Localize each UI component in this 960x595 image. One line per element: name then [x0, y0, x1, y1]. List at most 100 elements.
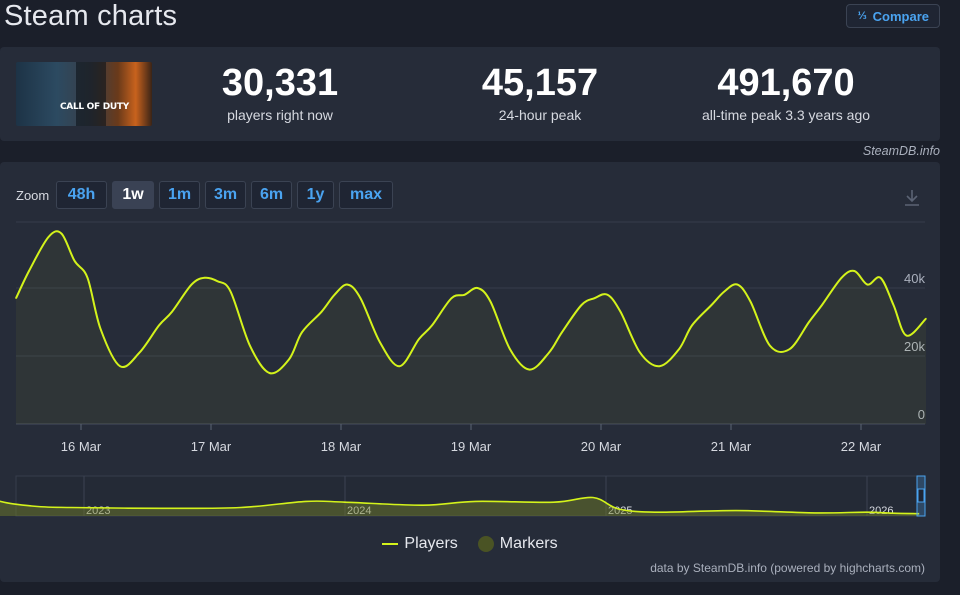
navigator-area-fill	[0, 497, 920, 516]
players-data-point	[905, 334, 908, 337]
players-data-point	[749, 300, 752, 303]
players-data-point	[691, 324, 693, 327]
players-data-point	[710, 304, 713, 306]
players-data-point	[619, 311, 622, 313]
all-time-peak-label: all-time peak 3.3 years ago	[701, 107, 871, 123]
compare-button[interactable]: ⅓ Compare	[846, 4, 940, 28]
players-data-point	[99, 328, 102, 330]
players-area-fill	[16, 231, 926, 424]
current-players-label: players right now	[227, 107, 333, 123]
y-tick-label: 40k	[904, 271, 925, 286]
game-cover-image[interactable]: CALL OF DUTY	[16, 62, 152, 126]
players-data-point	[580, 304, 583, 306]
players-series-line	[15, 230, 927, 375]
players-data-point	[840, 277, 843, 279]
players-data-point	[268, 372, 271, 374]
players-data-point	[489, 300, 492, 303]
players-data-point	[86, 277, 89, 279]
zoom-1m-button[interactable]: 1m	[159, 181, 200, 209]
players-data-point	[15, 297, 17, 299]
current-players-value: 30,331	[221, 62, 339, 104]
legend-item-markers[interactable]: Markers	[477, 535, 558, 553]
navigator-chart[interactable]: 2023202420252026	[0, 470, 940, 522]
players-data-point	[879, 277, 882, 279]
players-data-point	[892, 304, 895, 306]
peak-24h-value: 45,157	[481, 62, 599, 104]
players-data-point	[359, 297, 362, 299]
players-data-point	[333, 294, 336, 296]
download-icon[interactable]	[901, 187, 923, 209]
legend-markers-label: Markers	[499, 535, 558, 552]
players-data-point	[606, 294, 609, 296]
cover-shade	[76, 62, 106, 126]
players-data-point	[593, 297, 596, 299]
x-tick-label: 21 Mar	[711, 439, 752, 454]
compare-label: Compare	[872, 8, 929, 24]
stats-panel: CALL OF DUTY 30,331 players right now 45…	[0, 47, 940, 141]
players-data-point	[561, 331, 563, 333]
players-data-point	[431, 324, 433, 327]
legend-players-label: Players	[404, 535, 458, 552]
players-line-chart[interactable]: 0 20k 40k 16 Mar 17 Mar 18 Mar 19 Mar 20 Mar 21 …	[0, 215, 940, 460]
navigator-handle-grip	[917, 488, 925, 503]
navigator-year-label: 2024	[347, 505, 371, 517]
zoom-1y-button[interactable]: 1y	[297, 181, 334, 209]
page-title: Steam charts	[4, 0, 178, 32]
zoom-max-button[interactable]: max	[339, 181, 393, 209]
zoom-1w-button[interactable]: 1w	[112, 181, 154, 209]
players-data-point	[736, 283, 739, 286]
legend-item-players[interactable]: Players	[382, 535, 458, 553]
players-data-point	[379, 341, 381, 344]
peak-24h-stat: 45,157 24-hour peak	[465, 61, 615, 123]
y-tick-label: 20k	[904, 339, 925, 354]
players-data-point	[229, 290, 232, 293]
players-data-point	[925, 317, 927, 320]
players-data-point	[853, 270, 856, 272]
players-data-point	[509, 348, 511, 350]
compare-icon: ⅓	[857, 9, 867, 22]
players-data-point	[216, 280, 219, 282]
chart-credits: data by SteamDB.info (powered by highcha…	[650, 561, 925, 575]
steamdb-attribution-link[interactable]: SteamDB.info	[862, 144, 940, 158]
players-data-point	[320, 311, 323, 313]
players-data-point	[418, 338, 420, 340]
players-data-point	[723, 290, 726, 293]
players-data-point	[119, 365, 121, 367]
players-data-point	[866, 283, 869, 286]
markers-dot-swatch	[477, 536, 494, 552]
players-data-point	[476, 287, 479, 289]
players-data-point	[249, 345, 251, 347]
players-data-point	[769, 345, 771, 347]
x-tick-label: 19 Mar	[451, 439, 492, 454]
zoom-48h-button[interactable]: 48h	[56, 181, 107, 209]
game-logo-text: CALL OF DUTY	[60, 102, 129, 112]
zoom-6m-button[interactable]: 6m	[251, 181, 292, 209]
x-tick-label: 22 Mar	[841, 439, 882, 454]
players-data-point	[528, 368, 531, 371]
x-tick-label: 18 Mar	[321, 439, 362, 454]
players-data-point	[171, 311, 173, 313]
chart-legend: Players Markers	[0, 535, 940, 553]
players-data-point	[658, 365, 661, 367]
x-tick-label: 16 Mar	[61, 439, 102, 454]
players-data-point	[821, 304, 823, 306]
players-data-point	[788, 348, 791, 350]
players-data-point	[808, 321, 810, 323]
zoom-label: Zoom	[16, 188, 50, 203]
zoom-3m-button[interactable]: 3m	[205, 181, 246, 209]
players-data-point	[346, 283, 349, 286]
players-data-point	[158, 324, 160, 327]
players-line-swatch	[382, 543, 399, 545]
current-players-stat: 30,331 players right now	[205, 61, 355, 123]
peak-24h-label: 24-hour peak	[498, 107, 582, 123]
y-tick-label: 0	[918, 407, 925, 422]
x-tick-label: 17 Mar	[191, 439, 232, 454]
players-data-point	[288, 358, 290, 361]
players-data-point	[548, 351, 550, 354]
x-tick-label: 20 Mar	[581, 439, 622, 454]
navigator-background	[15, 475, 926, 517]
navigator-series-line	[0, 496, 920, 515]
players-data-point	[190, 283, 193, 286]
players-data-point	[60, 232, 63, 235]
players-data-point	[639, 351, 641, 354]
